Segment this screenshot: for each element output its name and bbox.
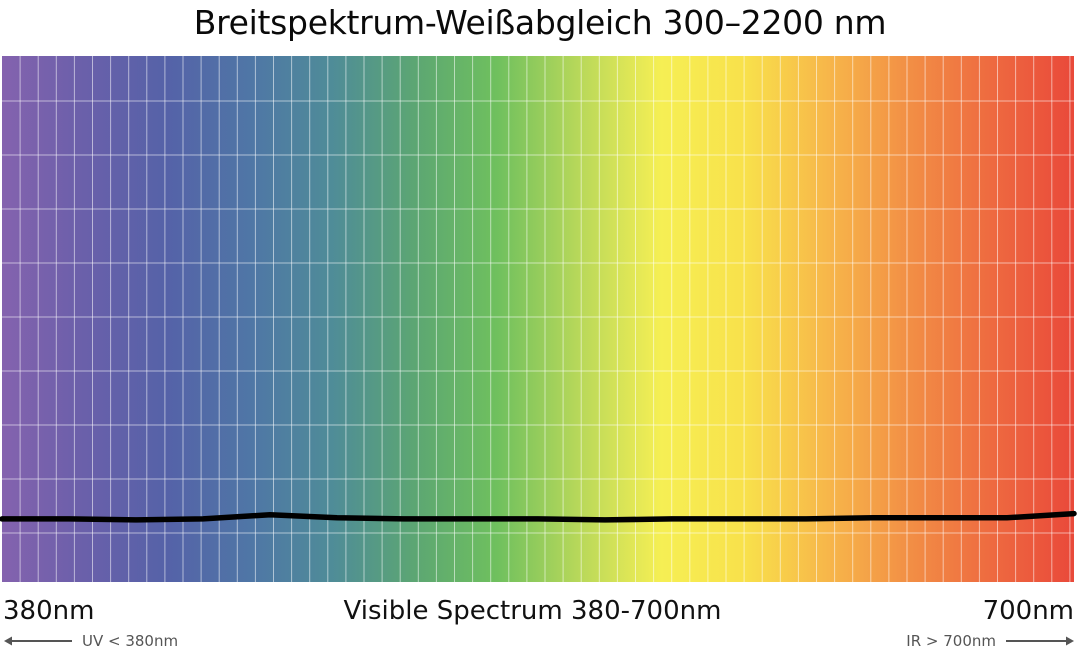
grid: [2, 56, 1074, 582]
uv-note-label: UV < 380nm: [82, 632, 179, 650]
x-min-label: 380nm: [3, 596, 95, 626]
spectrum-chart: [0, 56, 1080, 582]
spectrum-chart-svg: [0, 56, 1077, 582]
chart-title: Breitspektrum-Weißabgleich 300–2200 nm: [193, 3, 887, 42]
spectrum-background: [2, 56, 1074, 582]
x-max-label: 700nm: [982, 596, 1074, 626]
arrow-right-icon: [1006, 636, 1074, 646]
ir-note-label: IR > 700nm: [906, 632, 996, 650]
series-line: [0, 510, 1077, 523]
ir-note: IR > 700nm: [906, 630, 1074, 652]
arrow-left-icon: [4, 636, 72, 646]
x-axis-label: Visible Spectrum 380-700nm: [343, 596, 722, 626]
uv-note: UV < 380nm: [4, 630, 178, 652]
